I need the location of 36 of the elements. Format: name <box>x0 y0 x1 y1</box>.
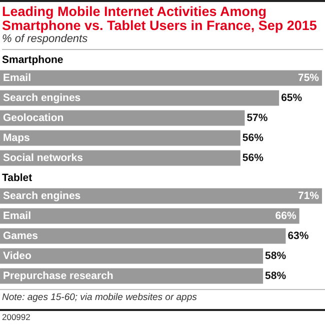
bar <box>0 90 280 106</box>
y-tick-label: Email <box>3 210 32 222</box>
bar <box>0 130 240 146</box>
bar <box>0 228 286 244</box>
data-label: 75% <box>298 72 320 84</box>
bar <box>0 208 300 224</box>
text: Note: ages 15-60; via mobile websites or apps <box>0 289 325 305</box>
y-tick-label: Prepurchase research <box>3 270 114 282</box>
data-label: 65% <box>281 92 303 104</box>
chart-title: Tablet <box>2 172 34 184</box>
y-tick-label: Search engines <box>3 92 81 104</box>
y-tick-label: Games <box>3 230 38 242</box>
text: % of respondents <box>2 33 323 50</box>
data-label: 63% <box>288 230 310 242</box>
bar <box>0 70 322 86</box>
y-tick-label: Maps <box>3 132 30 144</box>
y-tick-label: Social networks <box>3 152 84 164</box>
data-label: 66% <box>275 210 297 222</box>
bar <box>0 110 245 126</box>
bar <box>0 248 264 264</box>
data-label: 71% <box>298 190 320 202</box>
y-tick-label: Email <box>3 72 32 84</box>
bar <box>0 268 264 284</box>
data-label: 56% <box>242 132 264 144</box>
bar <box>0 188 322 204</box>
chart-title: Smartphone <box>2 54 64 66</box>
bar <box>0 150 240 166</box>
data-label: 58% <box>265 270 287 282</box>
data-label: 58% <box>265 250 287 262</box>
text: Leading Mobile Internet Activities Among Smartphone vs. Tablet Users in France, Sep 2015 <box>2 4 318 33</box>
y-tick-label: Search engines <box>3 190 81 202</box>
y-tick-label: Video <box>3 250 32 262</box>
data-label: 56% <box>242 152 264 164</box>
text: 200992 <box>0 309 325 323</box>
y-tick-label: Geolocation <box>3 112 64 124</box>
data-label: 57% <box>246 112 268 124</box>
